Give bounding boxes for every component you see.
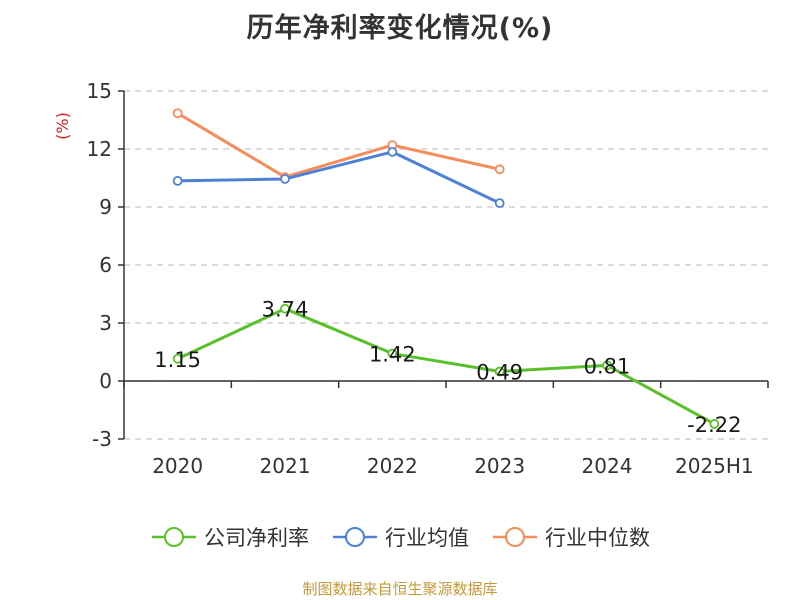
data-point	[172, 353, 183, 364]
legend-label: 行业中位数	[545, 526, 650, 550]
legend-marker	[333, 527, 377, 547]
data-point	[280, 303, 290, 314]
data-label: -2.22	[687, 413, 741, 437]
y-tick-label: 3	[99, 311, 112, 335]
x-tick-label: 2024	[582, 454, 633, 478]
data-point	[387, 348, 398, 359]
y-tick-label: -3	[92, 427, 112, 451]
legend-item: 行业中位数	[491, 522, 650, 552]
data-point	[494, 198, 505, 209]
x-tick-label: 2022	[367, 454, 418, 478]
y-axis-label: (%)	[53, 112, 72, 140]
data-point	[494, 164, 505, 175]
data-point	[709, 419, 720, 429]
y-tick-label: 6	[99, 253, 112, 277]
series-line	[176, 111, 500, 179]
legend-marker	[493, 527, 537, 547]
data-label: 1.15	[154, 348, 201, 372]
legend-item: 公司净利率	[150, 522, 309, 552]
data-point	[387, 146, 398, 157]
x-tick-label: 2021	[260, 454, 311, 478]
data-label: 0.49	[476, 361, 523, 385]
legend-label: 行业均值	[385, 526, 469, 550]
data-point	[172, 108, 183, 119]
series-line	[177, 307, 716, 426]
chart-legend: 公司净利率 行业均值 行业中位数	[0, 520, 800, 554]
source-note: 制图数据来自恒生聚源数据库	[302, 580, 498, 598]
legend-marker	[152, 527, 196, 547]
x-tick-label: 2020	[152, 454, 203, 478]
data-label: 0.81	[584, 354, 631, 378]
data-label: 3.74	[262, 298, 309, 322]
data-point	[494, 366, 505, 377]
data-point	[172, 175, 183, 186]
legend-item: 行业均值	[331, 522, 469, 552]
data-point	[280, 174, 290, 184]
data-label: 1.42	[369, 343, 416, 367]
series-line	[177, 150, 501, 205]
y-tick-label: 0	[99, 369, 112, 393]
y-tick-label: 12	[87, 137, 112, 161]
chart-title: 历年净利率变化情况(%)	[246, 13, 554, 44]
data-point	[602, 360, 612, 371]
y-tick-label: 9	[99, 195, 112, 219]
legend-label: 公司净利率	[204, 526, 309, 550]
y-tick-label: 15	[87, 79, 112, 103]
x-tick-label: 2025H1	[675, 454, 754, 478]
x-tick-label: 2023	[474, 454, 525, 478]
